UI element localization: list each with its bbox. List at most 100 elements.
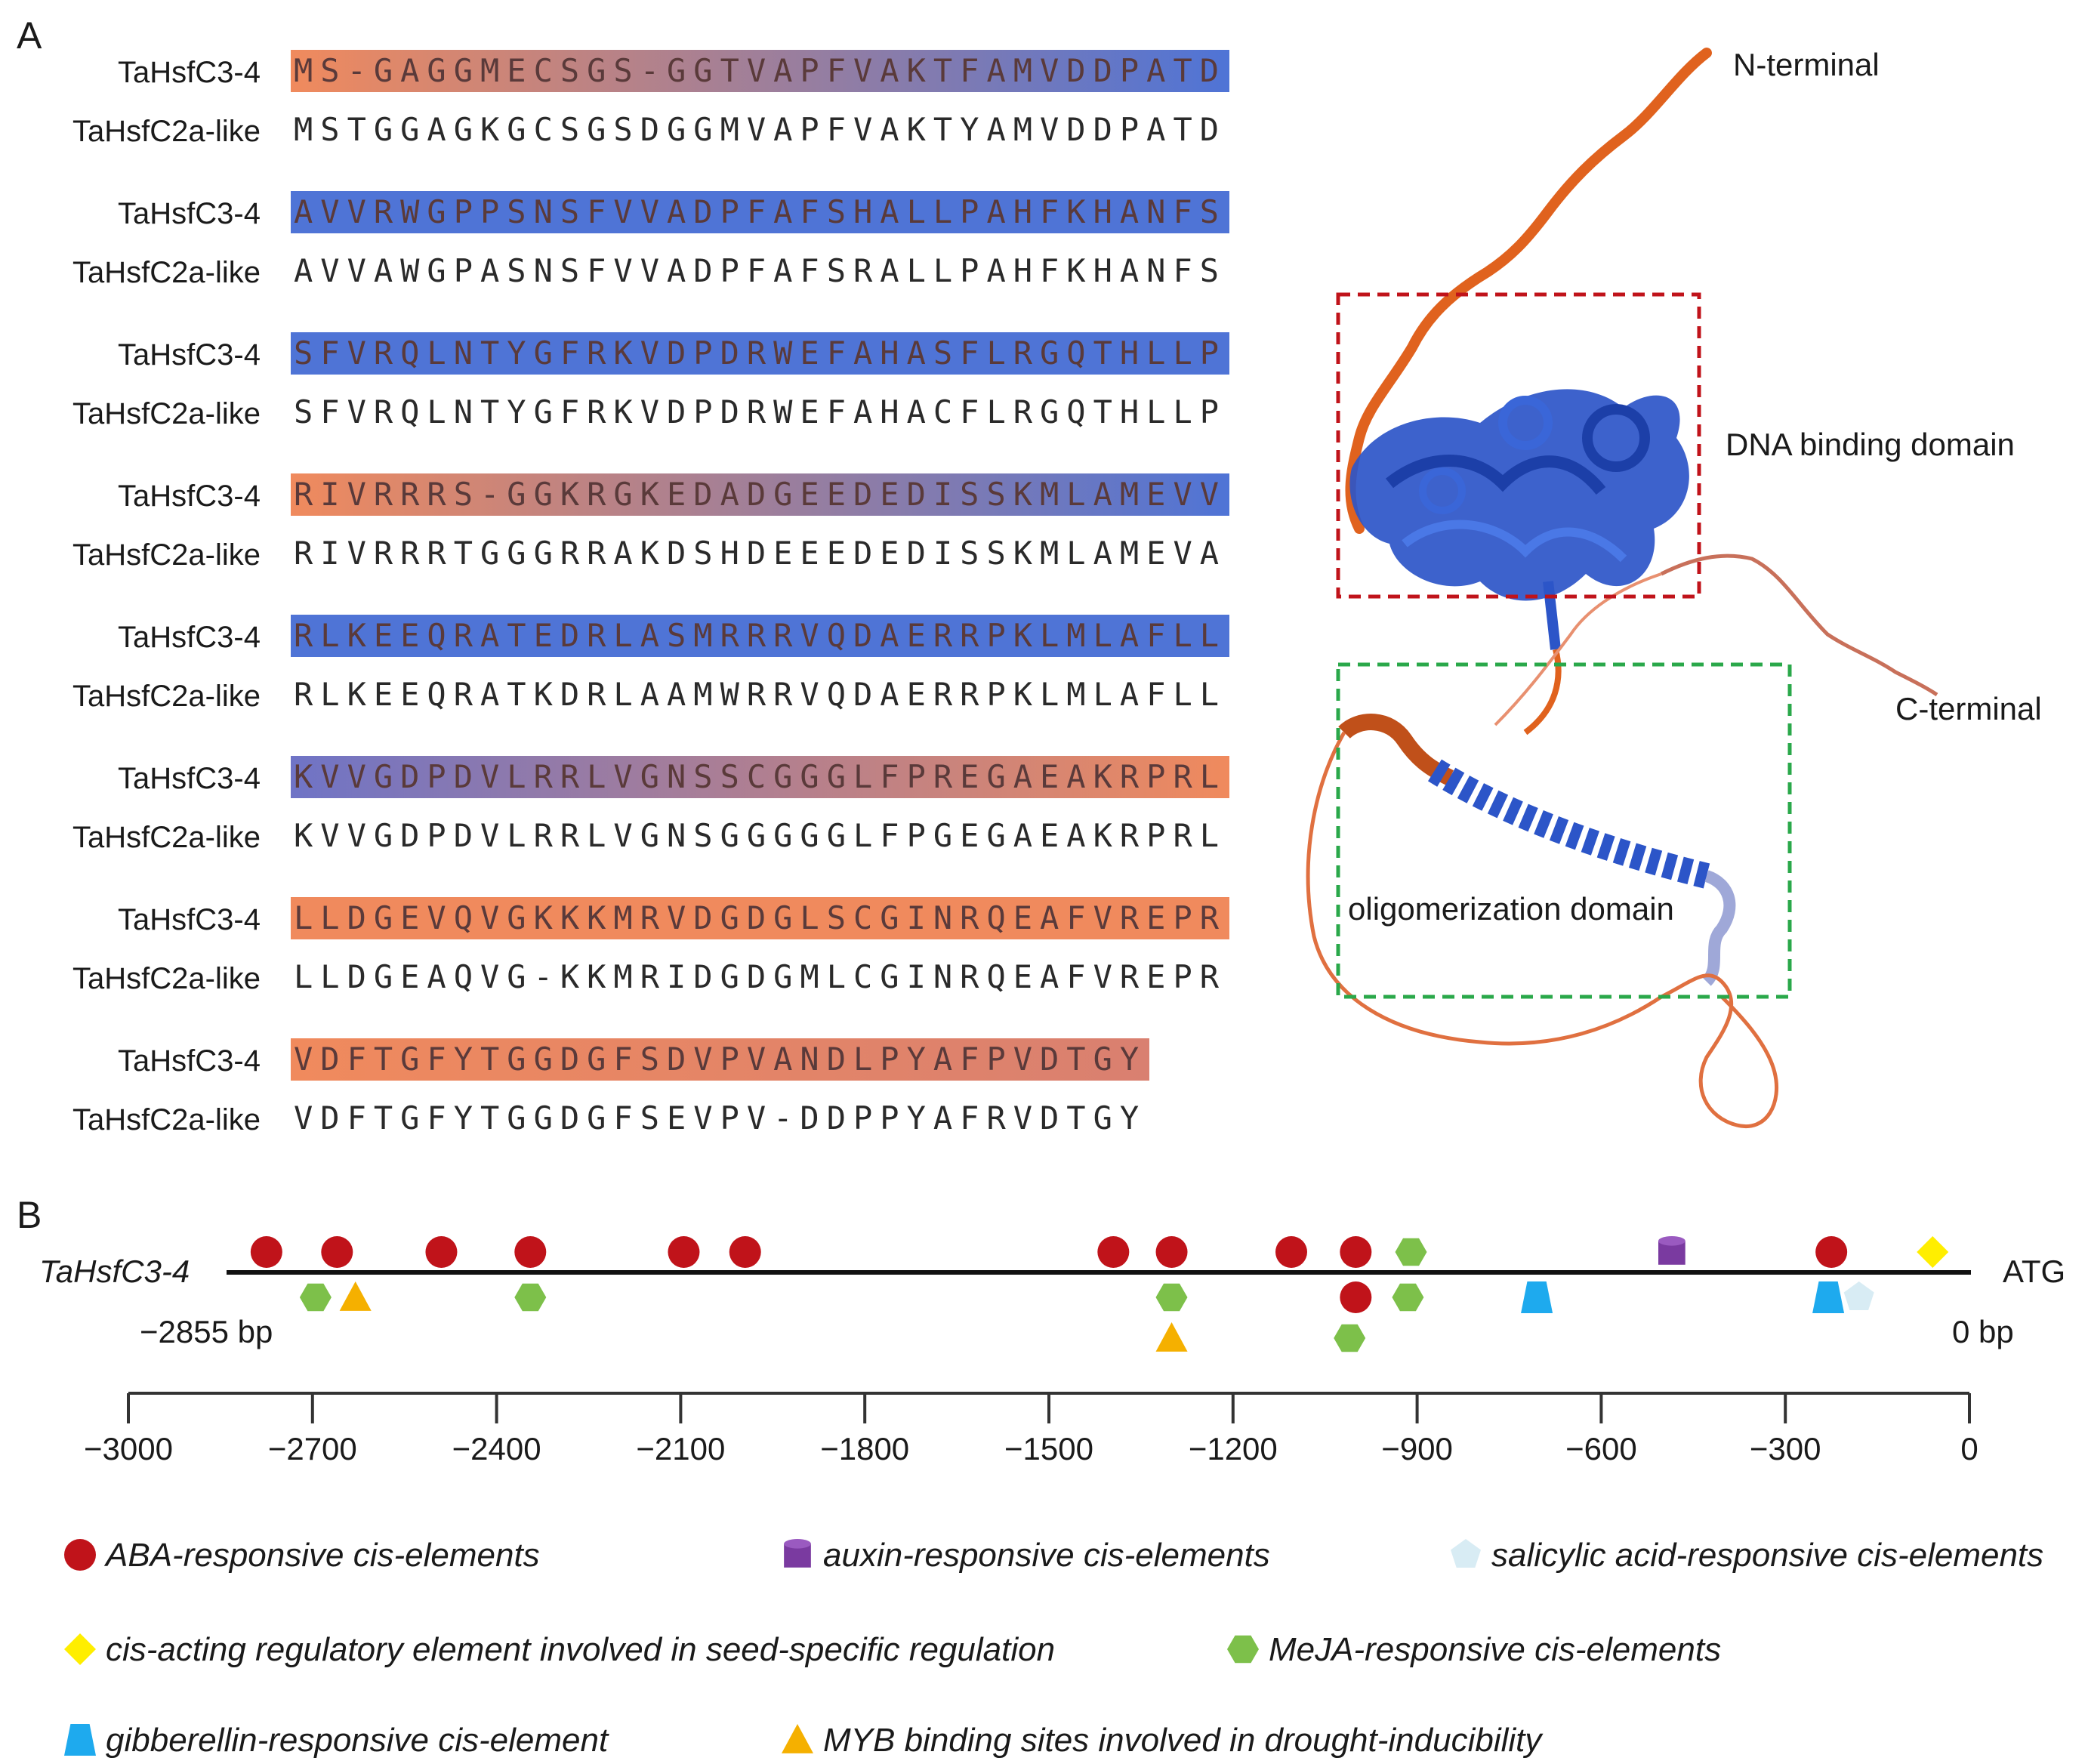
cis-element-aba-marker — [1155, 1236, 1188, 1268]
legend-auxin-icon — [784, 1539, 811, 1568]
sequence-b-name: TaHsfC2a-like — [72, 962, 261, 995]
promoter-map — [127, 1236, 1971, 1423]
sequence-a-name: TaHsfC3-4 — [118, 480, 261, 513]
n-terminal-ribbon — [1345, 48, 1712, 534]
sequence-b-row: KVVGDPDVLRRLVGNSGGGGGLFPGEGAEAKRPRL — [294, 817, 1227, 854]
legend-swatch-myb — [782, 1724, 813, 1753]
sequence-a-row: AVVRWGPPSNSFVVADPFAFSHALLPAHFKHANFS — [291, 191, 1230, 233]
sequence-a-name: TaHsfC3-4 — [118, 762, 261, 795]
axis-tick-label: −1500 — [1004, 1431, 1093, 1466]
axis-tick-label: −300 — [1749, 1431, 1821, 1466]
sequence-a-row: LLDGEVQVGKKKMRVDGDGLSCGINRQEAFVREPR — [291, 897, 1230, 939]
sequence-a-name: TaHsfC3-4 — [118, 338, 261, 372]
legend-swatch-auxin — [784, 1539, 811, 1568]
cis-element-aba-marker — [1340, 1281, 1372, 1313]
cis-element-auxin-marker — [1658, 1236, 1686, 1265]
sequence-a-row: KVVGDPDVLRRLVGNSSCGGGLFPREGAEAKRPRL — [291, 756, 1230, 798]
panel-a-label: A — [17, 14, 42, 57]
n-terminal-label: N-terminal — [1733, 47, 1880, 82]
cis-element-myb-marker — [339, 1281, 372, 1311]
sequence-b-name: TaHsfC2a-like — [72, 821, 261, 854]
legend-swatch-sa — [1451, 1539, 1481, 1568]
axis-tick-label: −2100 — [636, 1431, 726, 1466]
sequence-a-name: TaHsfC3-4 — [118, 56, 261, 89]
cis-element-ga-marker — [1521, 1281, 1553, 1313]
oligomerization-box — [1336, 662, 1792, 999]
sequence-b-row: RLKEEQRATKDRLAAMWRRVQDAERRPKLMLAFLL — [294, 676, 1227, 713]
end-position-label: 0 bp — [1952, 1314, 2014, 1349]
cis-element-aba-marker — [250, 1236, 282, 1268]
axis-tick-label: −600 — [1565, 1431, 1637, 1466]
dna-binding-box — [1336, 292, 1701, 599]
cis-element-meja-marker — [1334, 1324, 1366, 1352]
legend-label-seed: cis-acting regulatory element involved i… — [106, 1631, 1056, 1668]
legend-label-auxin: auxin-responsive cis-elements — [823, 1537, 1270, 1574]
oligomerization-domain-label: oligomerization domain — [1348, 891, 1674, 927]
legend-swatch-meja — [1227, 1635, 1259, 1664]
sequence-b-row: MSTGGAGKGCSGSDGGMVAPFVAKTYAMVDDPATD — [294, 111, 1227, 148]
sequence-alignment: TaHsfC3-4 MS-GAGGMECSGS-GGTVAPFVAKTFAMVDD… — [0, 0, 1238, 1163]
cis-element-meja-marker — [1392, 1283, 1424, 1312]
sequence-a-row: RLKEEQRATEDRLASMRRRVQDAERRPKLMLAFLL — [291, 615, 1230, 657]
sequence-a-name: TaHsfC3-4 — [118, 197, 261, 230]
cis-element-myb-marker — [1155, 1322, 1188, 1352]
protein-structure — [1306, 48, 1938, 1128]
cis-element-meja-marker — [299, 1283, 332, 1312]
sequence-b-row: RIVRRRTGGGRRAKDSHDEEEDEDISSKMLAMEVA — [294, 535, 1227, 572]
start-position-label: −2855 bp — [140, 1314, 273, 1349]
sequence-b-name: TaHsfC2a-like — [72, 397, 261, 430]
legend-swatch-aba — [64, 1539, 96, 1571]
legend-seed-icon — [64, 1633, 96, 1665]
sequence-b-name: TaHsfC2a-like — [72, 680, 261, 713]
sequence-a-row: MS-GAGGMECSGS-GGTVAPFVAKTFAMVDDPATD — [291, 50, 1230, 92]
c-terminal-label: C-terminal — [1895, 691, 2042, 726]
sequence-a-row: SFVRQLNTYGFRKVDPDRWEFAHASFLRGQTHLLP — [291, 332, 1230, 375]
axis-tick-label: −2400 — [452, 1431, 541, 1466]
c-terminal-tail — [1660, 554, 1938, 697]
legend-swatch-seed — [64, 1633, 96, 1665]
cis-element-meja-marker — [514, 1283, 547, 1312]
gene-name: TaHsfC3-4 — [39, 1254, 190, 1289]
legend-label-myb: MYB binding sites involved in drought-in… — [823, 1722, 1542, 1759]
sequence-b-row: AVVAWGPASNSFVVADPFAFSRALLPAHFKHANFS — [294, 252, 1227, 289]
sequence-b-row: VDFTGFYTGGDGFSEVPV-DDPPYAFRVDTGY — [294, 1099, 1147, 1136]
legend-aba-icon — [64, 1539, 96, 1571]
cis-element-aba-marker — [729, 1236, 761, 1268]
cis-element-seed-marker — [1917, 1236, 1949, 1268]
axis-tick-label: −900 — [1381, 1431, 1453, 1466]
cis-element-aba-marker — [1340, 1236, 1372, 1268]
axis-tick-label: −2700 — [267, 1431, 357, 1466]
cis-element-aba-marker — [321, 1236, 353, 1268]
legend-label-aba: ABA-responsive cis-elements — [106, 1537, 540, 1574]
legend-sa-icon — [1451, 1539, 1481, 1568]
cis-element-aba-marker — [668, 1236, 700, 1268]
cis-element-aba-marker — [1815, 1236, 1848, 1268]
cis-element-meja-marker — [1155, 1283, 1188, 1312]
sequence-a-name: TaHsfC3-4 — [118, 1044, 261, 1078]
sequence-b-name: TaHsfC2a-like — [72, 256, 261, 289]
legend-label-meja: MeJA-responsive cis-elements — [1269, 1631, 1722, 1668]
legend-swatch-ga — [64, 1724, 96, 1756]
sequence-a-row: RIVRRRS-GGKRGKEDADGEEDEDISSKMLAMEVV — [291, 473, 1230, 516]
axis-tick-label: −3000 — [84, 1431, 173, 1466]
sequence-b-name: TaHsfC2a-like — [72, 538, 261, 572]
cis-element-aba-marker — [514, 1236, 547, 1268]
legend-myb-icon — [782, 1724, 813, 1753]
legend-label-sa: salicylic acid-responsive cis-elements — [1491, 1537, 2044, 1574]
sequence-a-name: TaHsfC3-4 — [118, 621, 261, 654]
atg-label: ATG — [2003, 1254, 2066, 1289]
cis-element-aba-marker — [425, 1236, 458, 1268]
axis-tick-label: 0 — [1960, 1431, 1979, 1466]
sequence-b-name: TaHsfC2a-like — [72, 115, 261, 148]
oligomerization-helix — [1338, 714, 1736, 986]
cis-element-aba-marker — [1275, 1236, 1308, 1268]
axis-tick-label: −1800 — [820, 1431, 910, 1466]
cis-element-sa-marker — [1843, 1281, 1874, 1310]
panel-b-label: B — [17, 1194, 42, 1236]
sequence-b-name: TaHsfC2a-like — [72, 1103, 261, 1136]
axis-tick-label: −1200 — [1188, 1431, 1278, 1466]
legend-label-ga: gibberellin-responsive cis-element — [106, 1722, 609, 1759]
sequence-b-row: SFVRQLNTYGFRKVDPDRWEFAHACFLRGQTHLLP — [294, 393, 1227, 430]
sequence-a-name: TaHsfC3-4 — [118, 903, 261, 936]
dna-binding-structure — [1349, 389, 1689, 650]
